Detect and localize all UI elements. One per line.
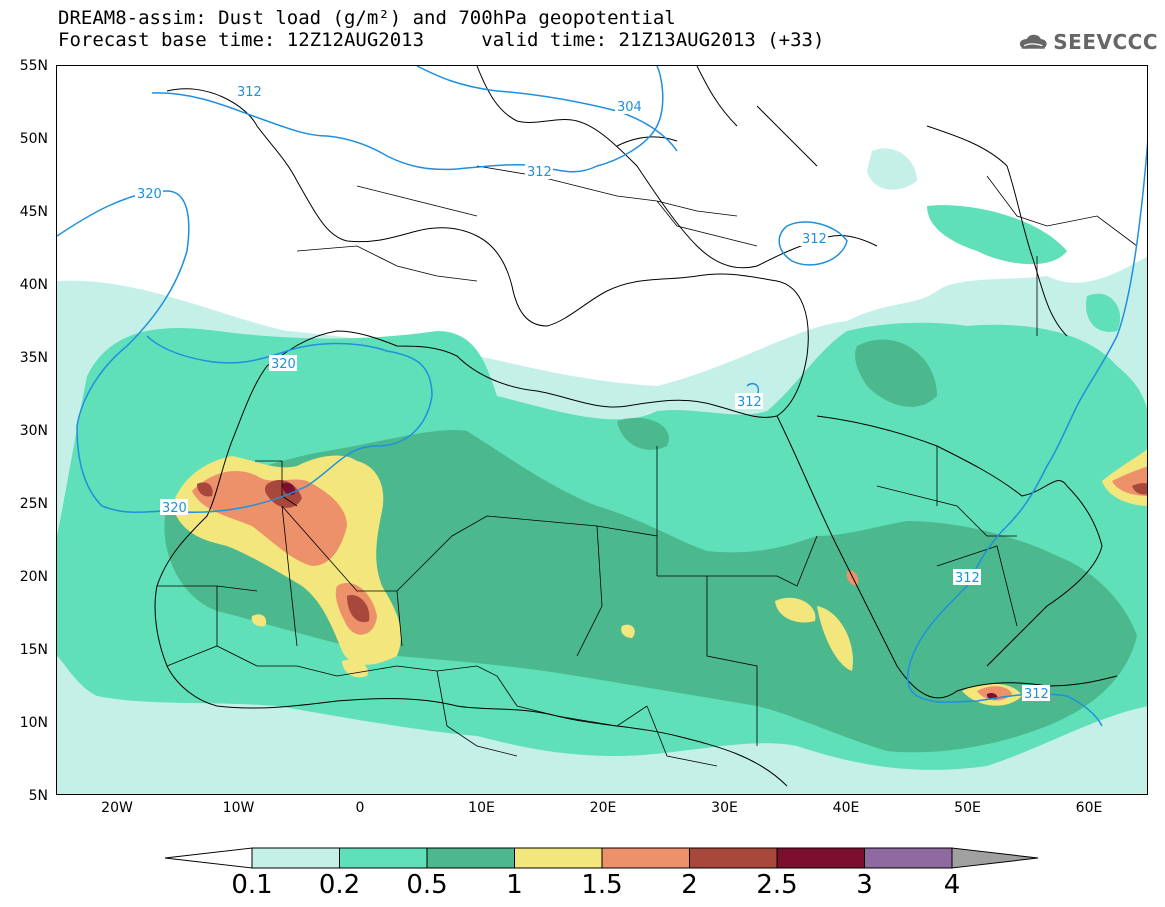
- contour-label-8: 320: [162, 501, 187, 516]
- colorbar-swatch: [251, 847, 340, 869]
- map-canvas: 312 304 312 320 312 320 312 320 312 312: [57, 66, 1147, 794]
- colorbar-label: 1.5: [581, 870, 623, 900]
- map-panel: 312 304 312 320 312 320 312 320 312 312: [56, 65, 1148, 795]
- time-info: Forecast base time: 12Z12AUG2013 valid t…: [58, 30, 824, 50]
- contour-label-6: 320: [271, 357, 296, 372]
- lat-tick-label: 5N: [28, 788, 48, 804]
- colorbar-swatch: [864, 847, 953, 869]
- lat-tick-label: 30N: [19, 423, 48, 439]
- contour-label-5: 312: [802, 232, 827, 247]
- chart-title: DREAM8-assim: Dust load (g/m²) and 700hP…: [58, 7, 676, 29]
- colorbar-label: 4: [943, 870, 961, 900]
- logo-text: SEEVCCC: [1053, 30, 1158, 54]
- colorbar-swatch: [339, 847, 428, 869]
- lat-tick-label: 50N: [19, 131, 48, 147]
- contour-label-2: 304: [617, 100, 642, 115]
- lon-tick-label: 40E: [832, 800, 860, 816]
- lon-tick-label: 30E: [711, 800, 738, 816]
- contour-labels: 312 304 312 320 312 320 312 320 312 312: [135, 83, 1050, 702]
- contour-label-4: 320: [137, 187, 162, 202]
- lat-tick-label: 10N: [19, 715, 48, 731]
- coastlines: [154, 66, 1118, 787]
- valid-time: valid time: 21Z13AUG2013 (+33): [481, 29, 825, 51]
- lon-tick-label: 10E: [468, 800, 495, 816]
- lat-tick-label: 25N: [19, 496, 48, 512]
- lat-tick-label: 20N: [19, 569, 48, 585]
- lon-tick-label: 50E: [954, 800, 981, 816]
- lon-tick-label: 60E: [1075, 800, 1103, 816]
- colorbar-swatch: [514, 847, 603, 869]
- lat-tick-label: 35N: [19, 350, 48, 366]
- contour-label-3: 312: [527, 165, 552, 180]
- colorbar-label: 0.1: [231, 870, 273, 900]
- colorbar-swatch: [601, 847, 690, 869]
- cloud-logo-icon: [1019, 34, 1047, 49]
- forecast-base-time: Forecast base time: 12Z12AUG2013: [58, 29, 425, 51]
- lon-tick-label: 0: [355, 800, 365, 816]
- colorbar-swatch: [689, 847, 778, 869]
- contour-label-9: 312: [955, 571, 980, 586]
- lat-tick-label: 55N: [19, 58, 48, 74]
- contour-label-1: 312: [237, 85, 262, 100]
- colorbar-label: 2: [681, 870, 698, 900]
- lat-tick-label: 45N: [19, 204, 48, 220]
- dust-level-0.5: [164, 339, 1137, 753]
- lon-tick-label: 20W: [101, 800, 133, 816]
- colorbar-label: 2.5: [756, 870, 798, 900]
- political-borders: [157, 165, 1138, 767]
- colorbar-swatch: [776, 847, 865, 869]
- geopotential-contours: [57, 66, 1147, 727]
- colorbar-label: 3: [856, 870, 873, 900]
- contour-label-10: 312: [1024, 687, 1049, 702]
- colorbar-over-arrow: [951, 847, 1039, 869]
- colorbar-under-arrow: [164, 847, 253, 869]
- colorbar-label: 0.5: [406, 870, 448, 900]
- lat-tick-label: 40N: [19, 277, 48, 293]
- colorbar-label: 1: [506, 870, 523, 900]
- lon-tick-label: 10W: [222, 800, 255, 816]
- colorbar-swatch: [426, 847, 515, 869]
- seevccc-logo: SEEVCCC: [1018, 28, 1158, 56]
- contour-label-7: 312: [737, 395, 762, 410]
- colorbar-label: 0.2: [318, 870, 361, 900]
- lon-tick-label: 20E: [589, 800, 617, 816]
- lat-tick-label: 15N: [19, 642, 48, 658]
